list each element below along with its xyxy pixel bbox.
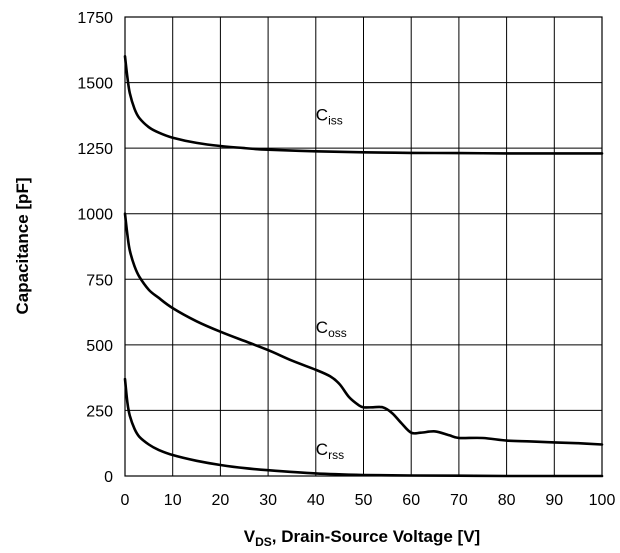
- x-tick-label: 60: [402, 492, 420, 509]
- x-tick-label: 80: [498, 492, 516, 509]
- x-tick-label: 10: [164, 492, 182, 509]
- x-tick-label: 40: [307, 492, 325, 509]
- y-tick-label: 750: [86, 272, 113, 289]
- y-tick-label: 0: [104, 469, 113, 486]
- x-axis-title-main: V: [244, 527, 256, 546]
- x-tick-labels: 0 10 20 30 40 50 60 70 80 90 100: [121, 492, 616, 509]
- x-axis-title: VDS, Drain-Source Voltage [V]: [244, 527, 480, 549]
- series-labels: Ciss Coss Crss: [316, 106, 347, 462]
- x-axis-title-rest: , Drain-Source Voltage [V]: [272, 527, 480, 546]
- x-tick-label: 50: [355, 492, 373, 509]
- x-tick-label: 70: [450, 492, 468, 509]
- y-axis-title: Capacitance [pF]: [13, 178, 32, 315]
- y-tick-label: 1000: [77, 207, 113, 224]
- data-curves: [123, 55, 604, 478]
- x-tick-label: 30: [259, 492, 277, 509]
- series-label-ciss: Ciss: [316, 106, 343, 128]
- series-line-coss: [123, 212, 604, 446]
- y-tick-label: 500: [86, 338, 113, 355]
- y-tick-label: 1500: [77, 76, 113, 93]
- x-tick-label: 20: [212, 492, 230, 509]
- x-tick-label: 0: [121, 492, 130, 509]
- series-label-crss: Crss: [316, 440, 344, 462]
- y-tick-label: 250: [86, 403, 113, 420]
- series-line-crss: [123, 377, 604, 478]
- series-label-coss: Coss: [316, 318, 347, 340]
- y-tick-label: 1750: [77, 10, 113, 27]
- series-line-ciss: [123, 55, 604, 155]
- x-tick-label: 100: [589, 492, 616, 509]
- x-tick-label: 90: [545, 492, 563, 509]
- y-tick-labels: 0 250 500 750 1000 1250 1500 1750: [77, 10, 113, 486]
- y-tick-label: 1250: [77, 141, 113, 158]
- x-axis-title-sub: DS: [255, 535, 272, 549]
